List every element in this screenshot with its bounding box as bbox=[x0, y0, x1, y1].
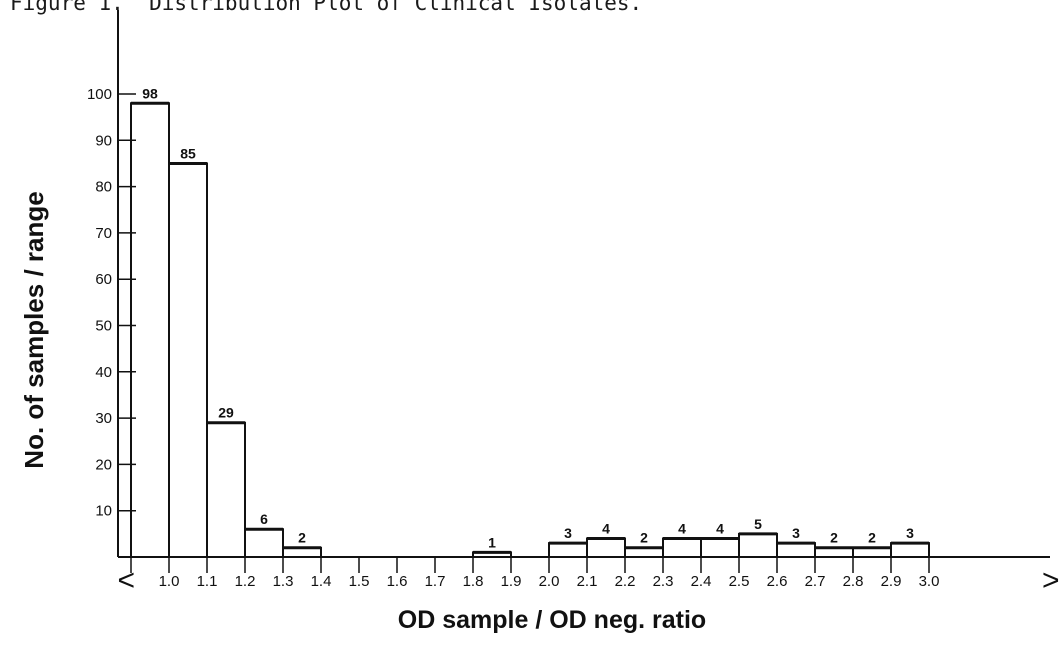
bar-value-label-16: 5 bbox=[754, 516, 762, 532]
ticks-layer bbox=[118, 93, 930, 573]
bar-14 bbox=[662, 537, 702, 558]
x-tick-label-3.0: 3.0 bbox=[919, 573, 940, 590]
bar-value-label-1: 85 bbox=[180, 145, 196, 161]
x-tick-label-1.4: 1.4 bbox=[311, 573, 332, 590]
bar-value-label-2: 29 bbox=[218, 405, 234, 421]
x-tick-label-1.1: 1.1 bbox=[197, 573, 218, 590]
y-tick-label-100: 100 bbox=[87, 86, 112, 103]
x-tick-label-2.5: 2.5 bbox=[729, 573, 750, 590]
bar-2 bbox=[206, 421, 246, 559]
y-tick-label-70: 70 bbox=[95, 225, 112, 242]
y-tick-label-50: 50 bbox=[95, 318, 112, 335]
bar-value-label-12: 4 bbox=[602, 520, 610, 536]
x-tick-label-2.4: 2.4 bbox=[691, 573, 712, 590]
x-tick-label-2.3: 2.3 bbox=[653, 573, 674, 590]
labels-layer: 10 20 30 40 50 60 70 80 90 100 98 85 29 6 2 1 3 4 2 4 4 5 3 2 2 3… bbox=[87, 85, 1060, 597]
y-tick-label-30: 30 bbox=[95, 410, 112, 427]
bars-layer bbox=[130, 101, 930, 559]
bar-12 bbox=[586, 537, 626, 558]
bar-value-label-20: 3 bbox=[906, 525, 914, 541]
y-tick-label-40: 40 bbox=[95, 364, 112, 381]
x-axis-title: OD sample / OD neg. ratio bbox=[398, 606, 706, 634]
bar-value-label-17: 3 bbox=[792, 525, 800, 541]
bar-16 bbox=[738, 532, 778, 558]
bar-3 bbox=[244, 528, 284, 558]
bar-value-label-0: 98 bbox=[142, 85, 158, 101]
x-tick-label-1.9: 1.9 bbox=[501, 573, 522, 590]
x-tick-label-2.1: 2.1 bbox=[577, 573, 598, 590]
bar-value-label-4: 2 bbox=[298, 530, 306, 546]
bar-15 bbox=[700, 537, 740, 558]
x-tick-label-1.3: 1.3 bbox=[273, 573, 294, 590]
bar-11 bbox=[548, 542, 588, 558]
bar-value-label-15: 4 bbox=[716, 520, 724, 536]
x-tick-label-1.2: 1.2 bbox=[235, 573, 256, 590]
x-tick-label-1.0: 1.0 bbox=[159, 573, 180, 590]
bar-value-label-13: 2 bbox=[640, 530, 648, 546]
y-tick-label-20: 20 bbox=[95, 456, 112, 473]
figure-title: Figure 1. Distribution Plot of Clinical … bbox=[10, 0, 643, 15]
y-tick-label-80: 80 bbox=[95, 179, 112, 196]
x-lower-marker: < bbox=[117, 564, 135, 597]
axes-layer bbox=[117, 10, 1050, 558]
y-tick-label-90: 90 bbox=[95, 132, 112, 149]
bar-20 bbox=[890, 542, 930, 558]
bar-value-label-9: 1 bbox=[488, 534, 496, 550]
x-tick-label-2.0: 2.0 bbox=[539, 573, 560, 590]
bar-value-label-11: 3 bbox=[564, 525, 572, 541]
x-tick-label-2.2: 2.2 bbox=[615, 573, 636, 590]
x-upper-marker: > bbox=[1042, 564, 1060, 597]
bar-value-label-19: 2 bbox=[868, 530, 876, 546]
bar-0 bbox=[130, 102, 170, 558]
x-tick-label-2.8: 2.8 bbox=[843, 573, 864, 590]
x-tick-label-1.5: 1.5 bbox=[349, 573, 370, 590]
y-tick-label-10: 10 bbox=[95, 503, 112, 520]
bar-value-label-14: 4 bbox=[678, 520, 686, 536]
y-tick-label-60: 60 bbox=[95, 271, 112, 288]
x-tick-label-2.7: 2.7 bbox=[805, 573, 826, 590]
x-tick-label-2.6: 2.6 bbox=[767, 573, 788, 590]
y-axis-title: No. of samples / range bbox=[19, 191, 49, 468]
bar-value-label-3: 6 bbox=[260, 511, 268, 527]
x-tick-label-1.7: 1.7 bbox=[425, 573, 446, 590]
x-tick-label-1.8: 1.8 bbox=[463, 573, 484, 590]
bar-17 bbox=[776, 542, 816, 558]
bar-1 bbox=[168, 162, 208, 558]
bar-value-label-18: 2 bbox=[830, 530, 838, 546]
x-tick-label-2.9: 2.9 bbox=[881, 573, 902, 590]
x-tick-label-1.6: 1.6 bbox=[387, 573, 408, 590]
